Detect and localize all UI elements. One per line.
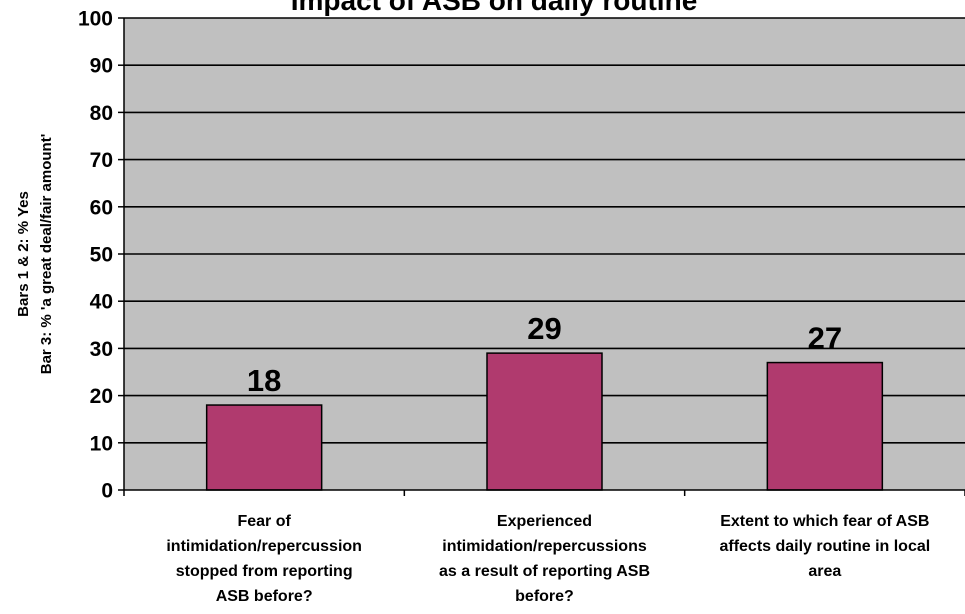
y-axis-label-line: Bars 1 & 2: % Yes [15, 191, 32, 317]
category-labels: Fear of intimidation/repercussion stopped … [166, 513, 930, 605]
data-label: 27 [808, 321, 842, 356]
bar [205, 404, 323, 491]
data-label: 18 [247, 363, 281, 398]
category-label: Experienced intimidation/repercussions as … [439, 513, 650, 605]
category-label: Fear of intimidation/repercussion stopped … [166, 513, 362, 605]
y-tick-label: 50 [90, 244, 113, 267]
data-label: 29 [527, 311, 561, 346]
y-tick-label: 10 [90, 432, 113, 455]
category-label: Extent to which fear of ASB affects daily… [719, 513, 930, 580]
y-tick-label: 100 [78, 8, 113, 31]
y-tick-label: 0 [101, 480, 113, 503]
y-tick-label: 30 [90, 338, 113, 361]
y-tick-labels: 0 10 20 30 40 50 60 70 80 90 100 [78, 8, 113, 503]
y-tick-label: 40 [90, 291, 113, 314]
data-labels: 18 29 27 [247, 311, 842, 398]
y-axis-label: Bars 1 & 2: % Yes Bar 3: % 'a great deal/… [15, 134, 55, 375]
bar [486, 352, 603, 491]
chart-title: Impact of ASB on daily routine [291, 0, 698, 16]
bar [766, 361, 884, 491]
axes [118, 17, 965, 496]
y-tick-label: 60 [90, 196, 113, 219]
bars [205, 352, 884, 491]
y-tick-label: 80 [90, 102, 113, 125]
y-tick-label: 20 [90, 385, 113, 408]
y-axis-label-line: Bar 3: % 'a great deal/fair amount' [38, 134, 55, 375]
y-tick-label: 70 [90, 149, 113, 172]
y-tick-label: 90 [90, 55, 113, 78]
